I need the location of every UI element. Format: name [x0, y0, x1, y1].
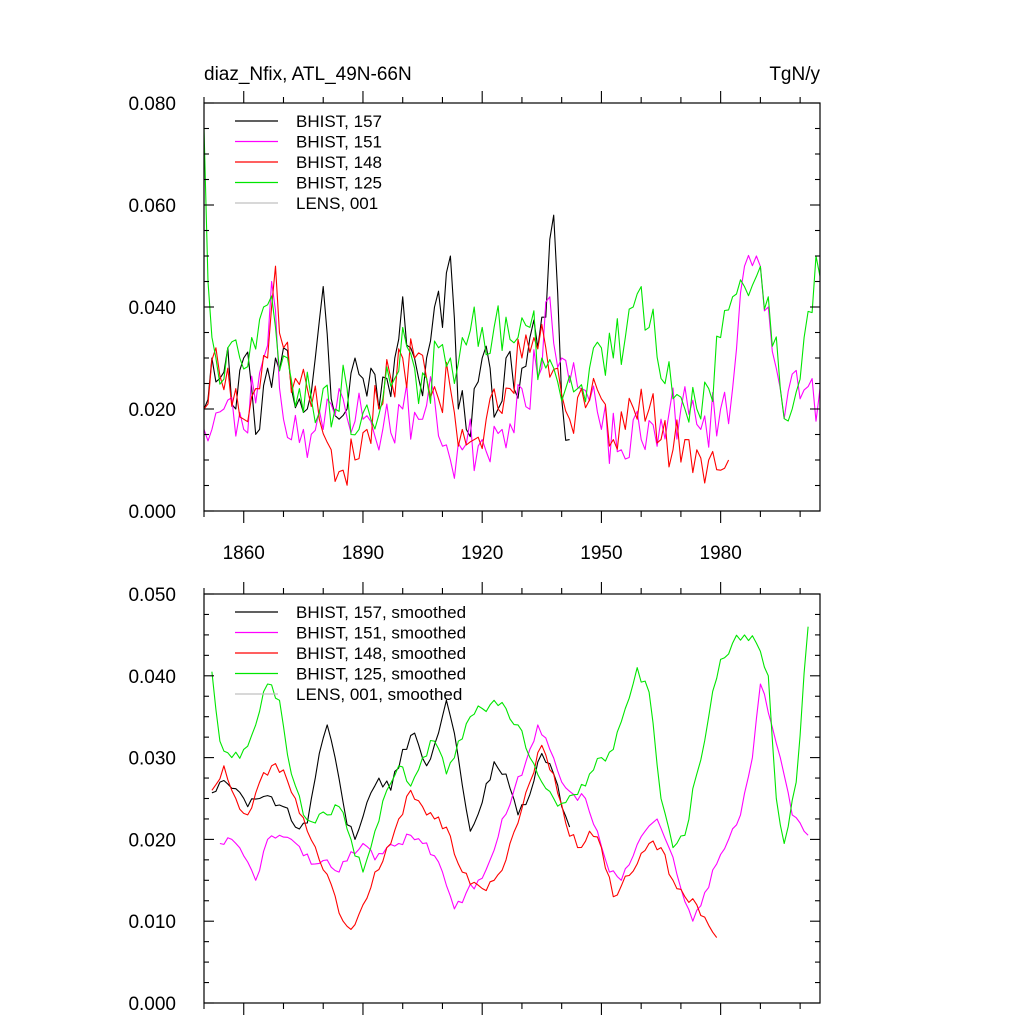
y-tick-label: 0.000: [128, 502, 176, 523]
series-line-top-2: [203, 254, 821, 479]
legend-label: BHIST, 125, smoothed: [296, 665, 466, 684]
series-line-top-3: [203, 265, 730, 486]
series-line-bottom-3: [211, 744, 718, 938]
legend-label: LENS, 001, smoothed: [296, 685, 462, 704]
x-tick-label: 1980: [700, 543, 742, 564]
y-tick-label: 0.080: [128, 94, 176, 115]
top-chart-panel: 0.000 0.020 0.040 0.060 0.080 1860 1890 1920 195…: [128, 64, 821, 564]
y-tick-label: 0.050: [128, 585, 176, 606]
y-tick-label: 0.000: [128, 994, 176, 1015]
series-line-top-4: [203, 128, 821, 436]
x-tick-label: 1920: [461, 543, 503, 564]
y-tick-label: 0.020: [128, 400, 176, 421]
series-line-bottom-1: [211, 699, 571, 840]
legend-label: BHIST, 148, smoothed: [296, 644, 466, 663]
x-tick-label: 1860: [223, 543, 265, 564]
series-line-bottom-2: [219, 683, 809, 922]
y-tick-label: 0.040: [128, 298, 176, 319]
legend-label: BHIST, 157: [296, 112, 382, 131]
legend-label: BHIST, 125: [296, 174, 382, 193]
y-tick-label: 0.040: [128, 667, 176, 688]
x-tick-label: 1890: [342, 543, 384, 564]
units-label: TgN/y: [769, 64, 820, 85]
y-tick-label: 0.020: [128, 830, 176, 851]
legend-label: BHIST, 151: [296, 133, 382, 152]
bottom-chart-panel: 0.000 0.010 0.020 0.030 0.040 0.050 BHIST, 157…: [128, 582, 821, 1015]
y-tick-label: 0.010: [128, 912, 176, 933]
series-line-bottom-4: [211, 626, 809, 873]
chart-title: diaz_Nfix, ATL_49N-66N: [204, 64, 412, 85]
y-tick-label: 0.030: [128, 749, 176, 770]
legend-label: BHIST, 148: [296, 153, 382, 172]
series-line-top-1: [203, 214, 570, 441]
x-tick-label: 1950: [580, 543, 622, 564]
legend-label: BHIST, 157, smoothed: [296, 603, 466, 622]
legend-label: LENS, 001: [296, 194, 378, 213]
legend-label: BHIST, 151, smoothed: [296, 624, 466, 643]
y-tick-label: 0.060: [128, 196, 176, 217]
